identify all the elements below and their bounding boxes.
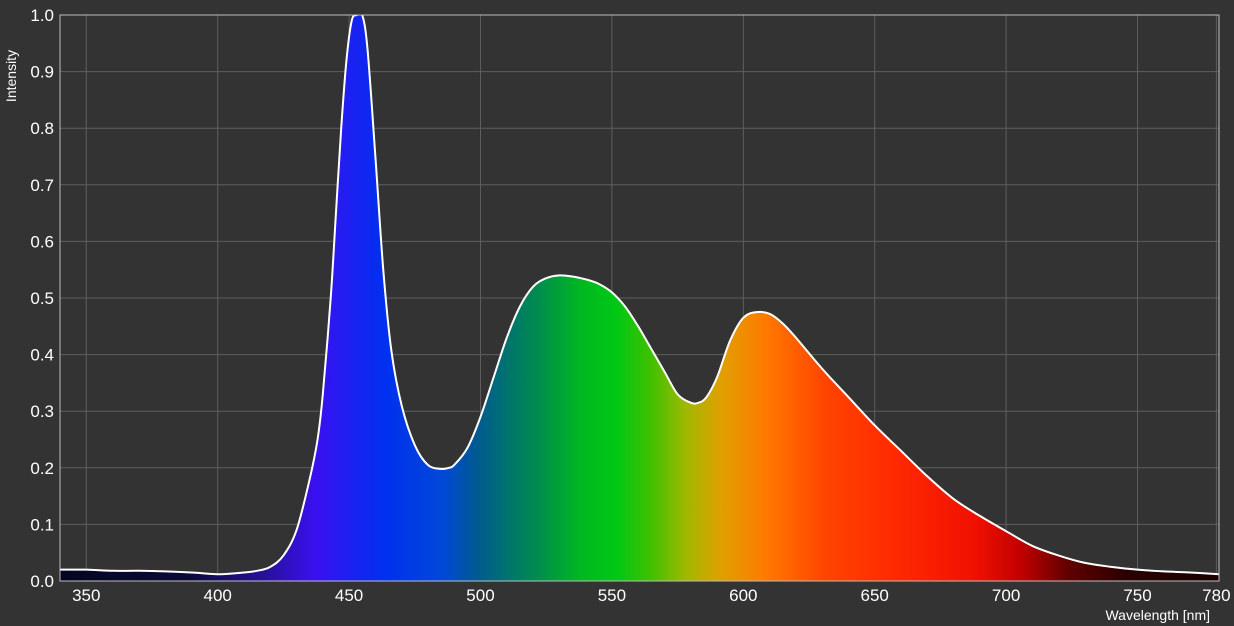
x-tick-label: 700 bbox=[992, 586, 1020, 605]
y-axis-ticks: 0.0 0.1 0.2 0.3 0.4 0.5 0.6 0.7 0.8 0.9 1.0 bbox=[30, 6, 54, 591]
y-tick-label: 1.0 bbox=[30, 6, 54, 25]
y-tick-label: 0.3 bbox=[30, 402, 54, 421]
y-tick-label: 0.9 bbox=[30, 63, 54, 82]
x-tick-label: 500 bbox=[466, 586, 494, 605]
x-tick-label: 780 bbox=[1202, 586, 1230, 605]
x-tick-label: 750 bbox=[1123, 586, 1151, 605]
y-tick-label: 0.2 bbox=[30, 459, 54, 478]
y-tick-label: 0.0 bbox=[30, 572, 54, 591]
plot-frame bbox=[59, 14, 1220, 582]
spectrum-line bbox=[60, 15, 1219, 576]
y-tick-label: 0.7 bbox=[30, 176, 54, 195]
x-axis-label: Wavelength [nm] bbox=[1105, 607, 1210, 623]
x-tick-label: 650 bbox=[861, 586, 889, 605]
y-tick-label: 0.5 bbox=[30, 289, 54, 308]
x-tick-label: 600 bbox=[729, 586, 757, 605]
y-tick-label: 0.1 bbox=[30, 515, 54, 534]
y-tick-label: 0.8 bbox=[30, 119, 54, 138]
x-axis-ticks: 350 400 450 500 550 600 650 700 750 780 bbox=[72, 586, 1230, 605]
x-tick-label: 550 bbox=[598, 586, 626, 605]
y-tick-label: 0.6 bbox=[30, 232, 54, 251]
spectrum-area bbox=[60, 15, 1219, 581]
y-tick-label: 0.4 bbox=[30, 346, 54, 365]
x-tick-label: 450 bbox=[335, 586, 363, 605]
y-axis-label: Intensity bbox=[3, 50, 19, 102]
x-tick-label: 350 bbox=[72, 586, 100, 605]
x-tick-label: 400 bbox=[203, 586, 231, 605]
